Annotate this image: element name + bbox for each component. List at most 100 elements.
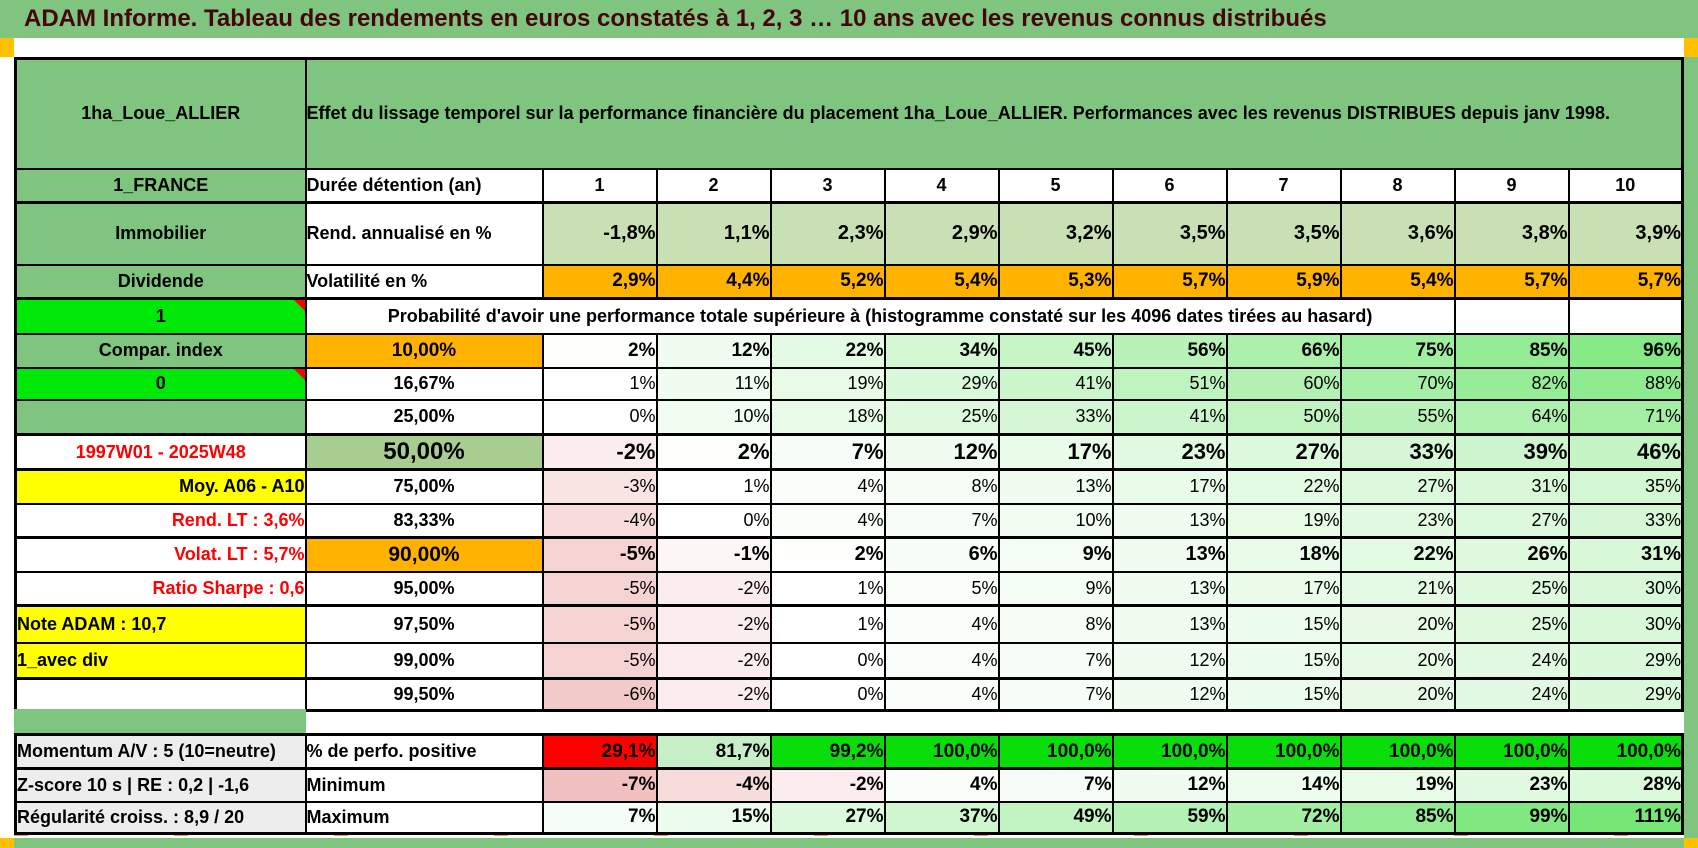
year-header-cell[interactable]: 7 [1225,167,1342,204]
volatility-value-cell[interactable]: 4,4% [655,263,772,300]
matrix-row-label-cell[interactable]: 1_avec div [14,641,307,680]
summary-metric-cell[interactable]: Maximum [304,800,544,835]
annualized-value-cell[interactable]: 3,2% [997,201,1114,266]
matrix-value-cell[interactable]: 33% [997,398,1114,436]
summary-value-cell[interactable]: 100,0% [1225,733,1342,770]
matrix-value-cell[interactable]: -2% [655,641,772,680]
matrix-value-cell[interactable]: 30% [1567,604,1684,644]
matrix-row-label-cell[interactable]: Moy. A06 - A10 [14,468,307,505]
matrix-value-cell[interactable]: 8% [997,604,1114,644]
matrix-row-label-cell[interactable]: Rend. LT : 3,6% [14,502,307,539]
matrix-value-cell[interactable]: 2% [541,332,658,369]
matrix-value-cell[interactable]: 17% [1225,570,1342,607]
volatility-label-cell[interactable]: Volatilité en % [304,263,544,300]
matrix-value-cell[interactable]: 70% [1339,366,1456,401]
summary-value-cell[interactable]: 100,0% [883,733,1000,770]
matrix-row-label-cell[interactable]: Note ADAM : 10,7 [14,604,307,644]
matrix-value-cell[interactable]: 4% [883,677,1000,712]
summary-metric-cell[interactable]: Minimum [304,767,544,803]
matrix-value-cell[interactable]: 13% [1111,570,1228,607]
volatility-value-cell[interactable]: 5,2% [769,263,886,300]
separator-cell[interactable] [14,709,306,733]
matrix-value-cell[interactable]: 19% [1225,502,1342,539]
matrix-value-cell[interactable]: 1% [769,570,886,607]
matrix-row-label-cell[interactable] [14,398,307,436]
matrix-value-cell[interactable]: 22% [1225,468,1342,505]
matrix-row-label-cell[interactable]: Compar. index [14,332,307,369]
summary-value-cell[interactable]: 4% [883,767,1000,803]
summary-value-cell[interactable]: 100,0% [1339,733,1456,770]
year-header-cell[interactable]: 5 [997,167,1114,204]
matrix-value-cell[interactable]: -2% [655,677,772,712]
matrix-value-cell[interactable]: 0% [769,677,886,712]
matrix-value-cell[interactable]: 10% [655,398,772,436]
matrix-row-label-cell[interactable]: Ratio Sharpe : 0,6 [14,570,307,607]
summary-value-cell[interactable]: 15% [655,800,772,835]
matrix-value-cell[interactable]: 33% [1339,433,1456,471]
matrix-value-cell[interactable]: 21% [1339,570,1456,607]
matrix-value-cell[interactable]: 7% [997,641,1114,680]
threshold-cell[interactable]: 90,00% [304,536,544,573]
matrix-value-cell[interactable]: 4% [883,604,1000,644]
matrix-value-cell[interactable]: 39% [1453,433,1570,471]
summary-value-cell[interactable]: 28% [1567,767,1684,803]
matrix-value-cell[interactable]: 30% [1567,570,1684,607]
volatility-value-cell[interactable]: 5,4% [883,263,1000,300]
matrix-value-cell[interactable]: 13% [1111,604,1228,644]
matrix-value-cell[interactable]: 13% [997,468,1114,505]
matrix-value-cell[interactable]: 5% [883,570,1000,607]
summary-value-cell[interactable]: -2% [769,767,886,803]
summary-value-cell[interactable]: 27% [769,800,886,835]
matrix-value-cell[interactable]: -3% [541,468,658,505]
empty-cell[interactable] [1453,297,1570,335]
matrix-value-cell[interactable]: 96% [1567,332,1684,369]
year-header-cell[interactable]: 4 [883,167,1000,204]
threshold-cell[interactable]: 16,67% [304,366,544,401]
threshold-cell[interactable]: 75,00% [304,468,544,505]
matrix-value-cell[interactable]: 29% [883,366,1000,401]
volatility-value-cell[interactable]: 5,7% [1567,263,1684,300]
matrix-value-cell[interactable]: 7% [997,677,1114,712]
threshold-cell[interactable]: 95,00% [304,570,544,607]
summary-row-label-cell[interactable]: Régularité croiss. : 8,9 / 20 [14,800,307,835]
matrix-value-cell[interactable]: 9% [997,536,1114,573]
matrix-value-cell[interactable]: 22% [769,332,886,369]
description-cell[interactable]: Effet du lissage temporel sur la perform… [304,57,1684,170]
threshold-cell[interactable]: 10,00% [304,332,544,369]
annualized-value-cell[interactable]: 3,6% [1339,201,1456,266]
matrix-value-cell[interactable]: 46% [1567,433,1684,471]
summary-value-cell[interactable]: 12% [1111,767,1228,803]
matrix-value-cell[interactable]: 19% [769,366,886,401]
annualized-value-cell[interactable]: 2,3% [769,201,886,266]
threshold-cell[interactable]: 99,50% [304,677,544,712]
matrix-value-cell[interactable]: -2% [655,570,772,607]
matrix-value-cell[interactable]: 51% [1111,366,1228,401]
summary-value-cell[interactable]: 7% [541,800,658,835]
year-header-cell[interactable]: 6 [1111,167,1228,204]
matrix-value-cell[interactable]: 31% [1453,468,1570,505]
matrix-value-cell[interactable]: -2% [541,433,658,471]
matrix-row-label-cell[interactable]: 1997W01 - 2025W48 [14,433,307,471]
matrix-row-label-cell[interactable]: 0 [14,366,307,401]
matrix-value-cell[interactable]: 13% [1111,502,1228,539]
matrix-value-cell[interactable]: -4% [541,502,658,539]
matrix-value-cell[interactable]: 29% [1567,641,1684,680]
matrix-value-cell[interactable]: 17% [997,433,1114,471]
matrix-value-cell[interactable]: 1% [655,468,772,505]
matrix-value-cell[interactable]: 12% [883,433,1000,471]
matrix-value-cell[interactable]: 24% [1453,641,1570,680]
matrix-value-cell[interactable]: 2% [655,433,772,471]
matrix-value-cell[interactable]: 12% [655,332,772,369]
matrix-row-label-cell[interactable]: Volat. LT : 5,7% [14,536,307,573]
threshold-cell[interactable]: 97,50% [304,604,544,644]
summary-value-cell[interactable]: 59% [1111,800,1228,835]
matrix-value-cell[interactable]: 27% [1339,468,1456,505]
matrix-value-cell[interactable]: 20% [1339,677,1456,712]
matrix-value-cell[interactable]: -2% [655,604,772,644]
matrix-value-cell[interactable]: 56% [1111,332,1228,369]
probability-banner-cell[interactable]: Probabilité d'avoir une performance tota… [304,297,1456,335]
matrix-value-cell[interactable]: 20% [1339,604,1456,644]
matrix-value-cell[interactable]: 0% [769,641,886,680]
region-cell[interactable]: 1_FRANCE [14,167,307,204]
matrix-value-cell[interactable]: 9% [997,570,1114,607]
